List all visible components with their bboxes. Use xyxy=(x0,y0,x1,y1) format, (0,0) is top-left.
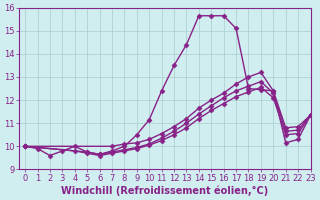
X-axis label: Windchill (Refroidissement éolien,°C): Windchill (Refroidissement éolien,°C) xyxy=(61,185,268,196)
